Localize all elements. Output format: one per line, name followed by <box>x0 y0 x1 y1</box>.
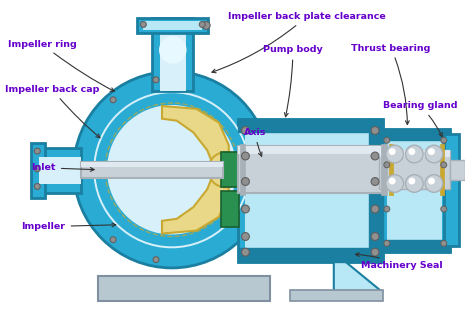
Polygon shape <box>162 106 229 160</box>
FancyBboxPatch shape <box>160 17 185 91</box>
FancyBboxPatch shape <box>444 134 459 246</box>
Circle shape <box>95 93 248 246</box>
FancyBboxPatch shape <box>440 144 444 195</box>
Circle shape <box>371 232 379 241</box>
Circle shape <box>441 241 447 246</box>
FancyBboxPatch shape <box>381 144 387 195</box>
FancyBboxPatch shape <box>379 129 450 252</box>
Text: Pump body: Pump body <box>263 46 323 117</box>
Text: Impeller back cap: Impeller back cap <box>5 85 100 138</box>
Circle shape <box>110 97 116 103</box>
Circle shape <box>386 145 403 163</box>
FancyBboxPatch shape <box>450 160 465 180</box>
Circle shape <box>441 137 447 143</box>
FancyBboxPatch shape <box>379 150 450 157</box>
Circle shape <box>428 178 435 184</box>
Circle shape <box>202 22 210 29</box>
Circle shape <box>389 178 396 184</box>
FancyBboxPatch shape <box>379 129 450 140</box>
FancyBboxPatch shape <box>237 119 383 262</box>
FancyBboxPatch shape <box>81 162 223 178</box>
Polygon shape <box>162 180 229 234</box>
Polygon shape <box>334 252 383 292</box>
Circle shape <box>208 152 244 188</box>
Circle shape <box>371 152 379 160</box>
Circle shape <box>140 22 146 27</box>
Circle shape <box>93 91 250 248</box>
FancyBboxPatch shape <box>237 248 383 262</box>
Circle shape <box>371 178 379 185</box>
Circle shape <box>386 175 403 192</box>
Circle shape <box>216 160 236 180</box>
FancyBboxPatch shape <box>221 191 238 227</box>
Circle shape <box>384 206 390 212</box>
Text: Impeller back plate clearance: Impeller back plate clearance <box>212 12 385 73</box>
Circle shape <box>34 148 40 154</box>
FancyBboxPatch shape <box>237 146 383 154</box>
FancyBboxPatch shape <box>152 17 193 91</box>
Circle shape <box>34 166 40 172</box>
Circle shape <box>242 127 249 134</box>
Circle shape <box>441 162 447 168</box>
Circle shape <box>199 22 205 27</box>
FancyBboxPatch shape <box>379 241 450 252</box>
Circle shape <box>425 175 443 192</box>
Circle shape <box>153 257 159 263</box>
FancyBboxPatch shape <box>290 290 383 301</box>
Text: Bearing gland: Bearing gland <box>383 101 457 137</box>
Circle shape <box>107 105 237 235</box>
Circle shape <box>242 248 249 256</box>
Text: Thrust bearing: Thrust bearing <box>352 43 431 124</box>
Circle shape <box>371 127 379 134</box>
Circle shape <box>384 162 390 168</box>
Text: Inlet: Inlet <box>31 163 94 172</box>
FancyBboxPatch shape <box>379 150 450 189</box>
Circle shape <box>389 148 396 155</box>
Circle shape <box>242 205 249 213</box>
Circle shape <box>405 145 423 163</box>
Circle shape <box>409 178 415 184</box>
FancyBboxPatch shape <box>237 146 383 193</box>
Circle shape <box>242 152 249 160</box>
FancyBboxPatch shape <box>387 136 442 244</box>
Circle shape <box>242 232 249 241</box>
FancyBboxPatch shape <box>81 162 223 167</box>
Circle shape <box>242 178 249 185</box>
Circle shape <box>371 205 379 213</box>
FancyBboxPatch shape <box>389 144 393 195</box>
Circle shape <box>153 77 159 83</box>
Text: Axis: Axis <box>244 128 266 156</box>
Text: Impeller ring: Impeller ring <box>8 40 114 91</box>
Circle shape <box>441 206 447 212</box>
FancyBboxPatch shape <box>239 144 246 195</box>
FancyBboxPatch shape <box>246 127 375 254</box>
FancyBboxPatch shape <box>39 148 81 193</box>
Circle shape <box>34 183 40 189</box>
Circle shape <box>409 148 415 155</box>
FancyBboxPatch shape <box>137 17 208 33</box>
Text: Impeller: Impeller <box>22 222 116 231</box>
FancyBboxPatch shape <box>237 119 383 132</box>
Circle shape <box>425 145 443 163</box>
FancyBboxPatch shape <box>31 143 45 198</box>
Circle shape <box>110 237 116 243</box>
Circle shape <box>428 148 435 155</box>
Circle shape <box>384 241 390 246</box>
FancyBboxPatch shape <box>221 152 238 188</box>
Circle shape <box>405 175 423 192</box>
FancyBboxPatch shape <box>143 21 202 30</box>
Text: Machinery Seal: Machinery Seal <box>356 253 443 271</box>
Circle shape <box>371 248 379 256</box>
FancyBboxPatch shape <box>369 119 383 262</box>
FancyBboxPatch shape <box>39 157 81 184</box>
Circle shape <box>384 137 390 143</box>
Circle shape <box>159 36 187 64</box>
FancyBboxPatch shape <box>98 276 270 301</box>
Circle shape <box>73 71 270 268</box>
